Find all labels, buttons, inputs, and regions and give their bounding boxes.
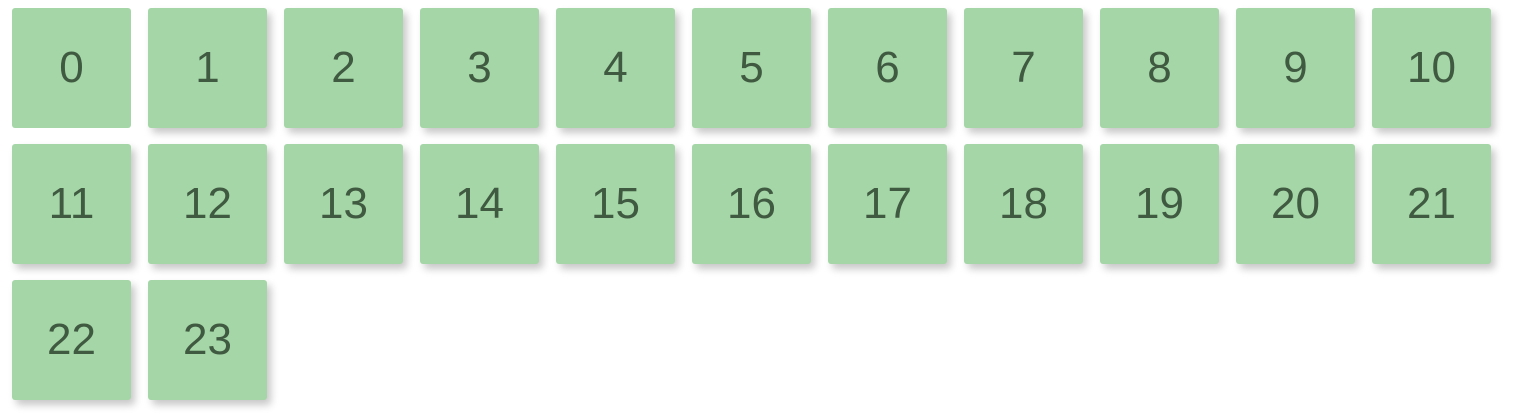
tile-20[interactable]: 20 [1236, 144, 1355, 264]
tile-12[interactable]: 12 [148, 144, 267, 264]
tile-7[interactable]: 7 [964, 8, 1083, 128]
tile-2[interactable]: 2 [284, 8, 403, 128]
tile-4[interactable]: 4 [556, 8, 675, 128]
tile-6[interactable]: 6 [828, 8, 947, 128]
tile-11[interactable]: 11 [12, 144, 131, 264]
tile-15[interactable]: 15 [556, 144, 675, 264]
tile-17[interactable]: 17 [828, 144, 947, 264]
tile-1[interactable]: 1 [148, 8, 267, 128]
tile-16[interactable]: 16 [692, 144, 811, 264]
tile-21[interactable]: 21 [1372, 144, 1491, 264]
tile-23[interactable]: 23 [148, 280, 267, 400]
tile-13[interactable]: 13 [284, 144, 403, 264]
tile-14[interactable]: 14 [420, 144, 539, 264]
tile-5[interactable]: 5 [692, 8, 811, 128]
tile-8[interactable]: 8 [1100, 8, 1219, 128]
tile-9[interactable]: 9 [1236, 8, 1355, 128]
tile-19[interactable]: 19 [1100, 144, 1219, 264]
tile-22[interactable]: 22 [12, 280, 131, 400]
tile-grid: 0 1 2 3 4 5 6 7 8 9 10 11 12 13 14 15 16… [12, 8, 1491, 400]
tile-10[interactable]: 10 [1372, 8, 1491, 128]
tile-0[interactable]: 0 [12, 8, 131, 128]
tile-18[interactable]: 18 [964, 144, 1083, 264]
tile-3[interactable]: 3 [420, 8, 539, 128]
